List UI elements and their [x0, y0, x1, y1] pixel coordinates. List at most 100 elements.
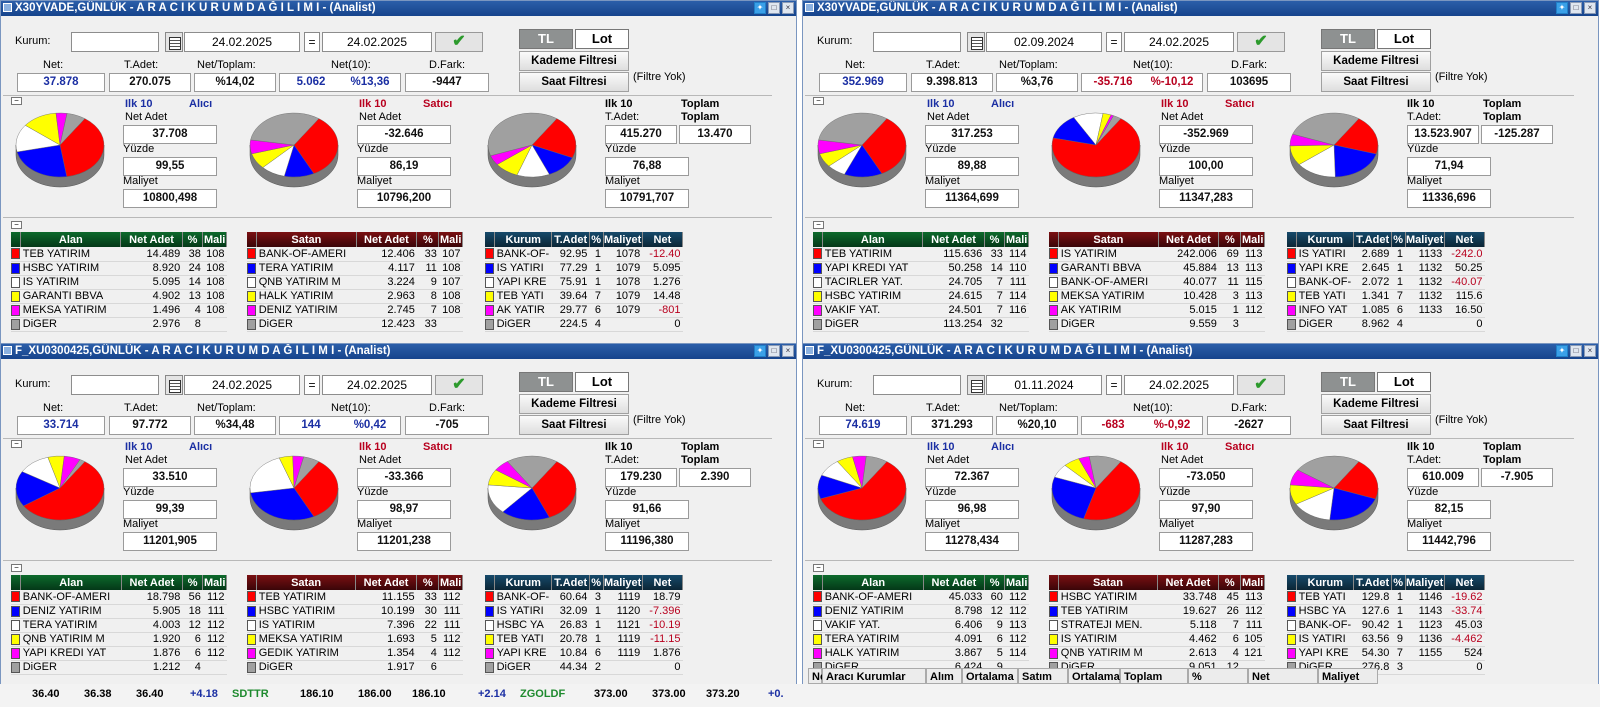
- close-icon[interactable]: ×: [782, 2, 794, 14]
- collapse-icon[interactable]: −: [11, 221, 22, 229]
- summary-column-header[interactable]: Alım: [926, 668, 962, 684]
- column-header[interactable]: %: [984, 575, 1006, 590]
- column-header[interactable]: Mali: [438, 232, 463, 247]
- lot-toggle[interactable]: Lot: [1377, 29, 1431, 49]
- saat-filter-button[interactable]: Saat Filtresi: [519, 415, 629, 435]
- table-row[interactable]: MEKSA YATIRIM 1.496 4 108: [11, 303, 227, 318]
- table-row[interactable]: YAPI KRE 10.84 6 1119 1.876: [485, 646, 683, 661]
- table-row[interactable]: YAPI KRE 2.645 1 1132 50.25: [1287, 261, 1485, 276]
- tl-toggle[interactable]: TL: [1321, 372, 1375, 392]
- summary-column-header[interactable]: %: [1188, 668, 1248, 684]
- ticker-item[interactable]: 373.00: [594, 688, 628, 700]
- table-row[interactable]: IS YATIRIM 4.462 6 105: [1049, 632, 1265, 647]
- table-row[interactable]: TEB YATIRIM 115.636 33 114: [813, 247, 1029, 262]
- calendar-icon[interactable]: [967, 375, 985, 395]
- table-row[interactable]: BANK-OF-AMERI 45.033 60 112: [813, 590, 1029, 605]
- summary-column-header[interactable]: Maliyet: [1318, 668, 1378, 684]
- date-from-input[interactable]: 02.09.2024: [986, 32, 1102, 52]
- table-row[interactable]: GEDIK YATIRIM 1.354 4 112: [247, 646, 463, 661]
- table-row[interactable]: INFO YAT 1.085 6 1133 16.50: [1287, 303, 1485, 318]
- table-row[interactable]: HSBC YATIRIM 10.199 30 111: [247, 604, 463, 619]
- summary-column-header[interactable]: Aracı Kurumlar: [822, 668, 926, 684]
- column-header[interactable]: Alan: [20, 232, 122, 247]
- table-row[interactable]: IS YATIRIM 7.396 22 111: [247, 618, 463, 633]
- table-row[interactable]: TEB YATI 20.78 1 1119 -11.15: [485, 632, 683, 647]
- column-header[interactable]: Net: [1444, 575, 1486, 590]
- table-row[interactable]: IS YATIRIM 5.095 14 108: [11, 275, 227, 290]
- column-header[interactable]: Net: [642, 575, 684, 590]
- table-row[interactable]: VAKIF YAT. 6.406 9 113: [813, 618, 1029, 633]
- collapse-icon[interactable]: −: [11, 564, 22, 572]
- kurum-input[interactable]: [71, 375, 159, 395]
- table-row[interactable]: BANK-OF- 92.95 1 1078 -12.40: [485, 247, 683, 262]
- table-row[interactable]: DiGER 1.212 4: [11, 660, 227, 675]
- saat-filter-button[interactable]: Saat Filtresi: [519, 72, 629, 92]
- saat-filter-button[interactable]: Saat Filtresi: [1321, 72, 1431, 92]
- table-row[interactable]: GARANTI BBVA 45.884 13 113: [1049, 261, 1265, 276]
- collapse-icon[interactable]: −: [813, 440, 824, 448]
- table-row[interactable]: BANK-OF-AMERI 12.406 33 107: [247, 247, 463, 262]
- table-row[interactable]: DiGER 8.962 4 0: [1287, 317, 1485, 332]
- column-header[interactable]: Net Adet: [355, 575, 418, 590]
- column-header[interactable]: Net Adet: [1158, 232, 1220, 247]
- table-row[interactable]: TEB YATIRIM 11.155 33 112: [247, 590, 463, 605]
- column-header[interactable]: Maliyet: [603, 232, 643, 247]
- calendar-icon[interactable]: [165, 375, 183, 395]
- table-row[interactable]: STRATEJI MEN. 5.118 7 111: [1049, 618, 1265, 633]
- column-header[interactable]: %: [416, 575, 440, 590]
- date-to-input[interactable]: 24.02.2025: [322, 32, 432, 52]
- column-header[interactable]: %: [1391, 575, 1406, 590]
- table-row[interactable]: BANK-OF- 60.64 3 1119 18.79: [485, 590, 683, 605]
- column-header[interactable]: Maliyet: [1405, 575, 1445, 590]
- column-header[interactable]: Net: [1444, 232, 1486, 247]
- table-row[interactable]: HALK YATIRIM 2.963 8 108: [247, 289, 463, 304]
- table-row[interactable]: MEKSA YATIRIM 1.693 5 112: [247, 632, 463, 647]
- kurum-input[interactable]: [71, 32, 159, 52]
- column-header[interactable]: Net Adet: [356, 232, 418, 247]
- column-header[interactable]: Mali: [438, 575, 463, 590]
- calendar-icon[interactable]: [967, 32, 985, 52]
- table-row[interactable]: TEB YATI 39.64 7 1079 14.48: [485, 289, 683, 304]
- collapse-icon[interactable]: −: [11, 97, 22, 105]
- table-row[interactable]: QNB YATIRIM M 2.613 4 121: [1049, 646, 1265, 661]
- kademe-filter-button[interactable]: Kademe Filtresi: [1321, 394, 1431, 414]
- column-header[interactable]: Mali: [1240, 575, 1265, 590]
- column-header[interactable]: %: [984, 232, 1006, 247]
- twitter-icon[interactable]: ✦: [1556, 2, 1568, 14]
- column-header[interactable]: %: [182, 232, 204, 247]
- column-header[interactable]: Mali: [202, 575, 227, 590]
- ticker-item[interactable]: +4.18: [190, 688, 218, 700]
- summary-column-header[interactable]: Net: [1248, 668, 1318, 684]
- ticker-item[interactable]: +0.: [768, 688, 784, 700]
- column-header[interactable]: Satan: [1058, 575, 1158, 590]
- apply-check-icon[interactable]: ✔: [1237, 375, 1285, 395]
- table-row[interactable]: YAPI KREDI YAT 50.258 14 110: [813, 261, 1029, 276]
- kademe-filter-button[interactable]: Kademe Filtresi: [519, 394, 629, 414]
- collapse-icon[interactable]: −: [813, 564, 824, 572]
- table-row[interactable]: IS YATIRI 32.09 1 1120 -7.396: [485, 604, 683, 619]
- collapse-icon[interactable]: −: [813, 97, 824, 105]
- table-row[interactable]: TERA YATIRIM 4.003 12 112: [11, 618, 227, 633]
- table-row[interactable]: DiGER 12.423 33: [247, 317, 463, 332]
- date-to-input[interactable]: 24.02.2025: [1124, 375, 1234, 395]
- table-row[interactable]: TEB YATI 1.341 7 1132 115.6: [1287, 289, 1485, 304]
- table-row[interactable]: MEKSA YATIRIM 10.428 3 113: [1049, 289, 1265, 304]
- tl-toggle[interactable]: TL: [519, 29, 573, 49]
- apply-check-icon[interactable]: ✔: [435, 32, 483, 52]
- table-row[interactable]: IS YATIRIM 242.006 69 113: [1049, 247, 1265, 262]
- table-row[interactable]: TEB YATI 129.8 1 1146 -19.62: [1287, 590, 1485, 605]
- ticker-item[interactable]: SDTTR: [232, 688, 269, 700]
- column-header[interactable]: Alan: [20, 575, 123, 590]
- lot-toggle[interactable]: Lot: [1377, 372, 1431, 392]
- table-row[interactable]: DiGER 9.559 3: [1049, 317, 1265, 332]
- column-header[interactable]: Net Adet: [923, 575, 985, 590]
- table-row[interactable]: TEB YATIRIM 19.627 26 112: [1049, 604, 1265, 619]
- column-header[interactable]: Kurum: [1296, 232, 1355, 247]
- ticker-item[interactable]: 186.00: [358, 688, 392, 700]
- summary-column-header[interactable]: Ortalama: [1068, 668, 1120, 684]
- table-row[interactable]: BANK-OF- 2.072 1 1132 -40.07: [1287, 275, 1485, 290]
- ticker-item[interactable]: 373.20: [706, 688, 740, 700]
- column-header[interactable]: %: [1391, 232, 1406, 247]
- column-header[interactable]: Net Adet: [121, 575, 183, 590]
- table-row[interactable]: BANK-OF-AMERI 18.798 56 112: [11, 590, 227, 605]
